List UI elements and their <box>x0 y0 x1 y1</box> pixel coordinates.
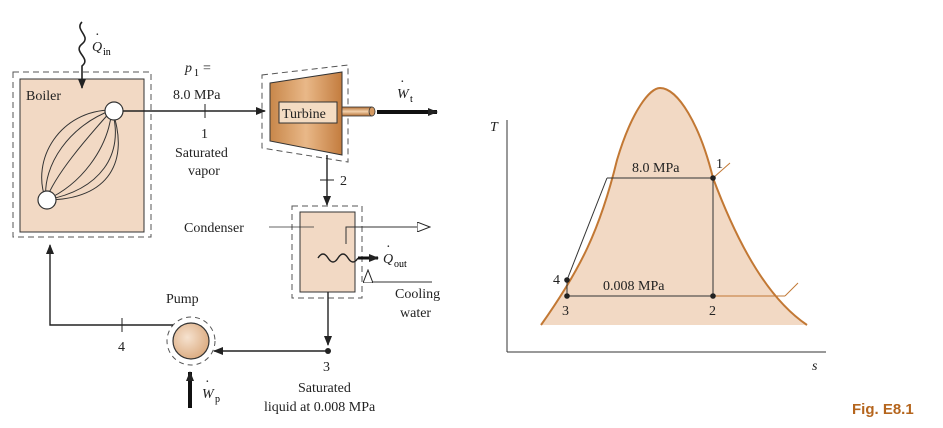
boiler-tubes <box>41 109 119 201</box>
cooling-coil <box>317 253 359 263</box>
ts-state3-label: 3 <box>562 304 569 319</box>
turbine-control-volume <box>261 64 349 163</box>
plant-schematic: Boiler Q · in p 1 = 8.0 MPa 1 Saturated … <box>12 21 440 415</box>
q-in-subscript: in <box>103 47 111 58</box>
boiler: Boiler <box>12 71 152 238</box>
turbine-label: Turbine <box>282 107 326 122</box>
cooling-water-line1: Cooling <box>395 287 440 302</box>
ts-high-pressure-label: 8.0 MPa <box>632 161 680 176</box>
w-t-subscript: t <box>410 94 413 105</box>
state1-desc-line1: Saturated <box>175 146 228 161</box>
saturation-dome <box>540 86 808 326</box>
cooling-water-out <box>345 227 430 244</box>
w-t-symbol: W <box>397 87 410 102</box>
ts-point-4 <box>564 277 570 283</box>
turbine-shaft <box>341 106 373 117</box>
boiler-outlet-header <box>104 101 124 121</box>
q-out-symbol: Q <box>383 252 393 267</box>
condenser: Condenser Q · out Cooling water <box>184 205 440 321</box>
state3-desc-line1: Saturated <box>298 381 351 396</box>
condenser-label: Condenser <box>184 221 244 236</box>
state4-number: 4 <box>118 340 125 355</box>
ts-point-2 <box>710 293 716 299</box>
cooling-water-in <box>368 270 432 282</box>
exhaust-line: 2 <box>320 155 347 206</box>
steam-line: p 1 = 8.0 MPa 1 Saturated vapor <box>123 61 266 179</box>
state3-desc-line2: liquid at 0.008 MPa <box>264 400 376 415</box>
pump-label: Pump <box>166 292 199 307</box>
state3-number: 3 <box>323 360 330 375</box>
p1-value: 8.0 MPa <box>173 88 221 103</box>
pump-body <box>172 322 210 360</box>
p1-subscript: 1 <box>194 68 199 79</box>
ts-state1-label: 1 <box>716 157 723 172</box>
w-p-dot: · <box>205 375 210 390</box>
turbine-label-box <box>278 101 338 124</box>
condensate-line: 3 Saturated liquid at 0.008 MPa <box>213 292 376 415</box>
isobar-low-extension <box>784 282 799 297</box>
two-phase-region <box>541 88 807 325</box>
t-axis-label: T <box>490 120 499 135</box>
s-axis-label: s <box>812 359 818 374</box>
w-p-symbol: W <box>202 387 215 402</box>
ts-point-1 <box>710 175 716 181</box>
q-out-dot: · <box>386 240 391 255</box>
q-in-dot: · <box>95 28 100 43</box>
p1-symbol: p <box>184 61 192 76</box>
pump-control-volume <box>166 316 216 366</box>
w-t-dot: · <box>400 75 405 90</box>
q-in-symbol: Q <box>92 40 102 55</box>
p1-equals: = <box>203 61 211 76</box>
figure-label: Fig. E8.1 <box>852 401 914 418</box>
boiler-inlet-header <box>37 190 57 210</box>
boiler-control-volume <box>12 71 152 238</box>
heat-input-arrow <box>78 21 86 89</box>
ts-point-3 <box>564 293 570 299</box>
w-p-subscript: p <box>215 394 220 405</box>
state2-number: 2 <box>340 174 347 189</box>
ts-state4-label: 4 <box>553 273 560 288</box>
heat-input: Q · in <box>78 21 111 89</box>
q-out-subscript: out <box>394 259 407 270</box>
turbine: Turbine W · t <box>261 64 438 163</box>
ts-low-pressure-label: 0.008 MPa <box>603 279 665 294</box>
cycle-4-to-sat-liquid <box>566 177 608 281</box>
state1-number: 1 <box>201 127 208 142</box>
condenser-control-volume <box>291 205 363 299</box>
ts-diagram: T s 1 2 3 4 8.0 MPa 0.008 MPa <box>490 86 826 374</box>
cooling-water-line2: water <box>400 306 431 321</box>
feedwater-line: 4 <box>46 244 173 355</box>
condenser-body <box>299 211 356 293</box>
boiler-label: Boiler <box>26 89 61 104</box>
pump: Pump W · p <box>166 292 220 408</box>
isobar-high-extension <box>712 162 731 179</box>
state1-desc-line2: vapor <box>188 164 220 179</box>
ts-state2-label: 2 <box>709 304 716 319</box>
